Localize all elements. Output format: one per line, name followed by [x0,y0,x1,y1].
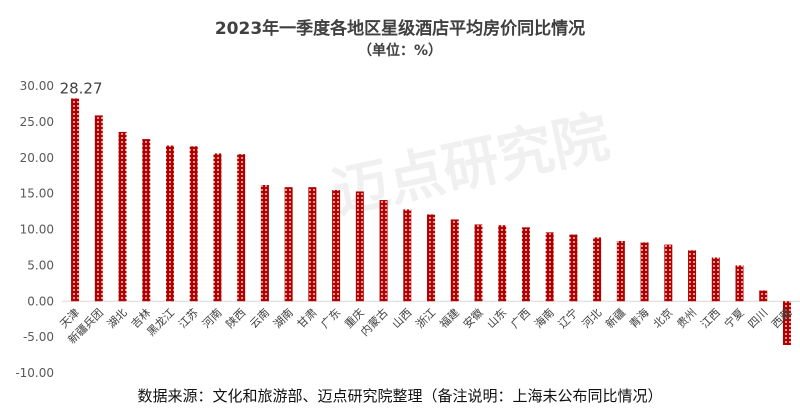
x-tick-label: 安徽 [460,305,485,330]
x-tick-label: 福建 [436,305,461,330]
bar-新疆 [616,240,625,302]
x-tick-label: 湖北 [105,306,130,331]
x-tick-label: 黑龙江 [145,306,178,339]
x-tick-label: 广东 [318,306,343,331]
x-tick-label: 贵州 [674,306,699,331]
x-tick-label: 海南 [531,305,556,330]
bar-海南 [545,232,554,302]
bar-辽宁 [569,234,578,302]
bar-陕西 [237,154,246,302]
bar-青海 [640,242,649,302]
y-tick-label: 0.00 [27,294,54,308]
bar-江西 [711,257,720,302]
bar-河北 [593,237,602,302]
bar-河南 [213,153,222,302]
x-tick-label: 河北 [579,306,604,331]
bar-吉林 [142,139,151,302]
x-tick-label: 辽宁 [555,305,580,330]
x-tick-label: 广西 [508,306,533,331]
bar-山西 [403,209,412,302]
x-tick-label: 新疆 [603,305,628,330]
bar-天津 [71,98,80,302]
x-tick-label: 山东 [485,306,510,331]
bar-重庆 [355,191,364,302]
x-tick-label: 甘肃 [295,306,320,331]
bar-安徽 [474,224,483,302]
bar-贵州 [688,250,697,302]
y-tick-label: -10.00 [15,366,54,380]
bar-江苏 [189,146,198,302]
x-tick-label: 湖南 [271,306,296,331]
y-tick-label: 20.00 [20,151,54,165]
x-tick-label: 宁夏 [721,305,746,330]
bar-广东 [332,190,341,302]
x-tick-label: 青海 [626,305,651,330]
x-tick-label: 陕西 [223,305,248,330]
bar-山东 [498,225,507,302]
bar-黑龙江 [165,145,174,302]
bar-浙江 [427,214,436,302]
bar-西藏 [782,301,791,346]
x-tick-label: 江苏 [176,306,201,331]
bar-甘肃 [308,187,317,302]
bar-云南 [260,185,269,302]
y-tick-label: 5.00 [27,258,54,272]
y-tick-label: 30.00 [20,79,54,93]
x-tick-label: 内蒙古 [357,305,390,338]
x-tick-label: 四川 [746,306,771,331]
bar-宁夏 [735,265,744,302]
x-tick-label: 北京 [650,305,675,330]
y-tick-label: 25.00 [20,115,54,129]
y-tick-label: -5.00 [23,330,54,344]
data-label: 28.27 [60,79,103,97]
bar-福建 [450,219,459,302]
bar-湖南 [284,187,293,302]
x-tick-label: 河南 [200,306,225,331]
bar-四川 [759,290,768,302]
x-tick-label: 山西 [390,306,415,331]
x-tick-label: 云南 [247,306,272,331]
x-tick-label: 江西 [698,306,723,331]
y-tick-label: 15.00 [20,187,54,201]
bar-内蒙古 [379,200,388,302]
x-tick-label: 浙江 [413,306,438,331]
bar-北京 [664,244,673,302]
bar-广西 [521,227,530,302]
chart-title: 2023年一季度各地区星级酒店平均房价同比情况 [214,19,586,39]
bar-湖北 [118,131,127,302]
bar-新疆兵团 [94,115,103,302]
y-tick-label: 10.00 [20,223,54,237]
source-note: 数据来源：文化和旅游部、迈点研究院整理（备注说明：上海未公布同比情况） [137,387,663,405]
chart-subtitle: （单位：%） [357,43,443,59]
